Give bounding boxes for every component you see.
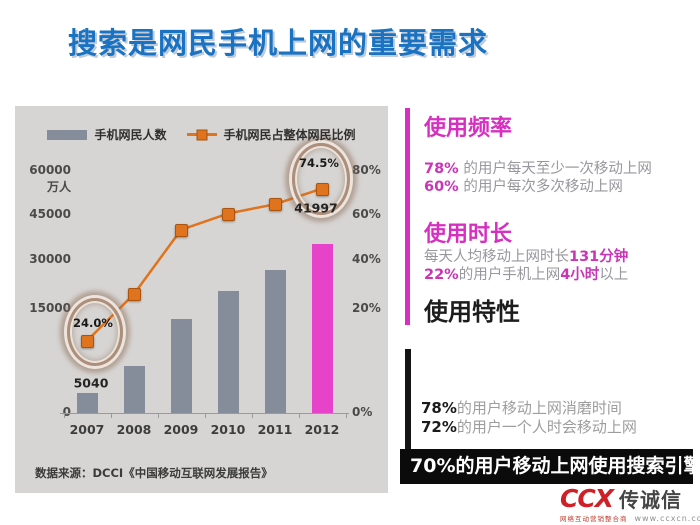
y-axis-label: 45000 [29, 206, 71, 221]
x-axis-line [60, 413, 349, 414]
x-axis-tick [251, 414, 253, 418]
section-title-usage-duration: 使用时长 [424, 222, 513, 247]
chart-bar [264, 270, 286, 413]
magenta-accent-bar [405, 108, 410, 325]
annotation-value-label: 5040 [73, 375, 109, 391]
y-axis-label: 60000 [29, 163, 71, 177]
page-title: 搜索是网民手机上网的重要需求 [68, 26, 489, 60]
annotation-circle [67, 298, 123, 366]
ccx-logo: CCX 传诚信 网络互动营销整合商 www.ccxcn.com [560, 486, 700, 523]
secondary-axis-label: 80% [352, 163, 381, 177]
chart-line-point [175, 223, 188, 237]
bar-series-swatch-icon [47, 129, 88, 140]
text-line: 22%的用户手机上网4小时以上 [424, 267, 629, 283]
ccx-logo-name: 传诚信 [618, 488, 682, 512]
y-axis-label: 30000 [29, 252, 71, 266]
x-axis-category: 2009 [163, 422, 199, 437]
legend-item-bars: 手机网民人数 [47, 126, 167, 143]
annotation-percent-label: 24.0% [73, 316, 113, 330]
chart-bar [76, 392, 98, 413]
x-axis-tick [157, 414, 159, 418]
chart-panel: 手机网民人数 手机网民占整体网民比例 0 15000 30000 45000 60000… [15, 106, 388, 493]
x-axis-tick [204, 414, 206, 418]
ccx-logo-mark: CCX [560, 484, 614, 513]
legend-label-line: 手机网民占整体网民比例 [223, 128, 356, 142]
ccx-logo-url: www.ccxcn.com [634, 513, 700, 523]
chart-bar [123, 365, 145, 413]
x-axis-category: 2010 [210, 422, 246, 437]
line-series-swatch-icon [186, 129, 217, 140]
secondary-axis-label: 60% [352, 206, 381, 221]
chart-line-point [128, 288, 141, 301]
search-usage-banner: 70%的用户移动上网使用搜索引擎 [400, 449, 700, 484]
section-body-usage-duration: 每天人均移动上网时长131分钟 22%的用户手机上网4小时以上 [424, 248, 628, 284]
x-axis-category: 2008 [116, 422, 152, 437]
ccx-logo-tagline: 网络互动营销整合商 [560, 515, 628, 523]
text-line: 每天人均移动上网时长131分钟 [424, 249, 629, 265]
section-body-usage-traits: 78%的用户移动上网消磨时间 72%的用户一个人时会移动上网 [421, 399, 637, 437]
x-axis-category: 2007 [69, 422, 105, 437]
chart-legend: 手机网民人数 手机网民占整体网民比例 [15, 126, 388, 143]
x-axis-tick [110, 414, 112, 418]
secondary-axis-label: 0% [352, 405, 373, 419]
x-axis-tick [63, 414, 65, 418]
chart-bar [311, 244, 333, 413]
chart-bar [217, 291, 239, 413]
line-marker-icon [196, 129, 207, 140]
y-axis-label: 15000 [29, 300, 71, 315]
text-line: 60% 的用户每次多次移动上网 [424, 179, 623, 195]
section-title-usage-frequency: 使用频率 [424, 116, 513, 141]
secondary-axis-label: 20% [352, 300, 381, 315]
chart-plot: 0 15000 30000 45000 60000 万人 0% 20% 40% 60% 80% 200… [15, 106, 388, 493]
legend-label-bars: 手机网民人数 [94, 128, 167, 142]
secondary-axis-label: 40% [352, 252, 381, 266]
x-axis-category: 2012 [304, 422, 340, 437]
section-title-usage-traits: 使用特性 [424, 298, 520, 326]
chart-line-point [269, 198, 282, 212]
x-axis-tick [345, 414, 347, 418]
y-axis-label: 0 [62, 405, 71, 419]
annotation-value-label: 41997 [294, 200, 338, 216]
chart-bar [170, 319, 192, 413]
text-line: 78% 的用户每天至少一次移动上网 [424, 161, 652, 177]
text-line: 72%的用户一个人时会移动上网 [421, 418, 637, 436]
x-axis-category: 2011 [257, 422, 293, 437]
annotation-percent-label: 74.5% [299, 156, 339, 170]
section-body-usage-frequency: 78% 的用户每天至少一次移动上网 60% 的用户每次多次移动上网 [424, 160, 652, 196]
legend-item-line: 手机网民占整体网民比例 [186, 126, 356, 143]
y-axis-unit: 万人 [46, 180, 71, 194]
chart-source: 数据来源：DCCI《中国移动互联网发展报告》 [35, 466, 273, 480]
x-axis-tick [298, 414, 300, 418]
black-accent-bar [405, 349, 411, 449]
text-line: 78%的用户移动上网消磨时间 [421, 399, 622, 417]
chart-line-point [222, 207, 235, 221]
